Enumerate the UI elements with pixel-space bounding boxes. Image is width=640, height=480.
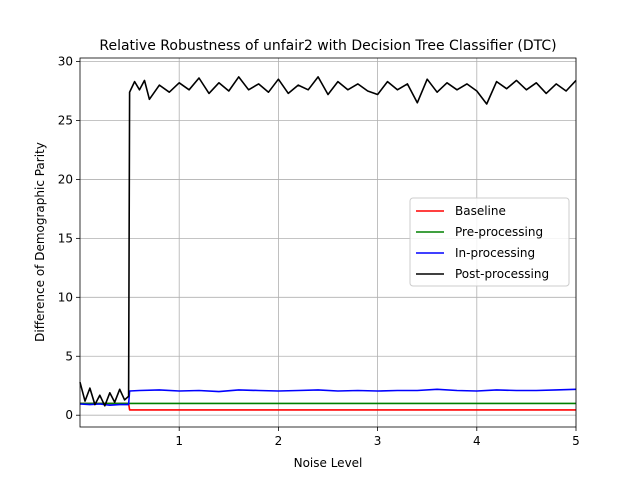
legend-label: Pre-processing: [455, 225, 543, 239]
y-tick-label: 30: [58, 55, 73, 69]
y-tick-label: 15: [58, 231, 73, 245]
x-axis-label: Noise Level: [294, 456, 363, 470]
y-tick-label: 20: [58, 172, 73, 186]
x-tick-label: 1: [175, 434, 183, 448]
y-tick-label: 5: [65, 349, 73, 363]
plot-frame: [79, 57, 577, 428]
y-tick-label: 25: [58, 113, 73, 127]
series-line-in-processing: [79, 388, 577, 407]
x-tick-label: 4: [473, 434, 481, 448]
y-tick-label: 10: [58, 290, 73, 304]
y-tick-label: 0: [65, 408, 73, 422]
y-axis-label: Difference of Demographic Parity: [33, 142, 47, 342]
series-layer: [79, 76, 577, 411]
x-tick-label: 5: [572, 434, 580, 448]
legend-label: In-processing: [455, 246, 535, 260]
legend-label: Baseline: [455, 204, 506, 218]
chart-title: Relative Robustness of unfair2 with Deci…: [99, 38, 556, 54]
series-line-baseline: [80, 402, 576, 411]
x-tick-label: 3: [374, 434, 382, 448]
legend-box: [409, 197, 570, 287]
legend-label: Post-processing: [455, 267, 549, 281]
legend: Baseline Pre-processing In-processing Post-…: [409, 197, 570, 287]
x-tick-label: 2: [275, 434, 283, 448]
series-line-post-processing: [79, 76, 577, 407]
axis-ticks: 1 2 3 4 5 0 5 10 15 20 25 30: [58, 55, 580, 448]
